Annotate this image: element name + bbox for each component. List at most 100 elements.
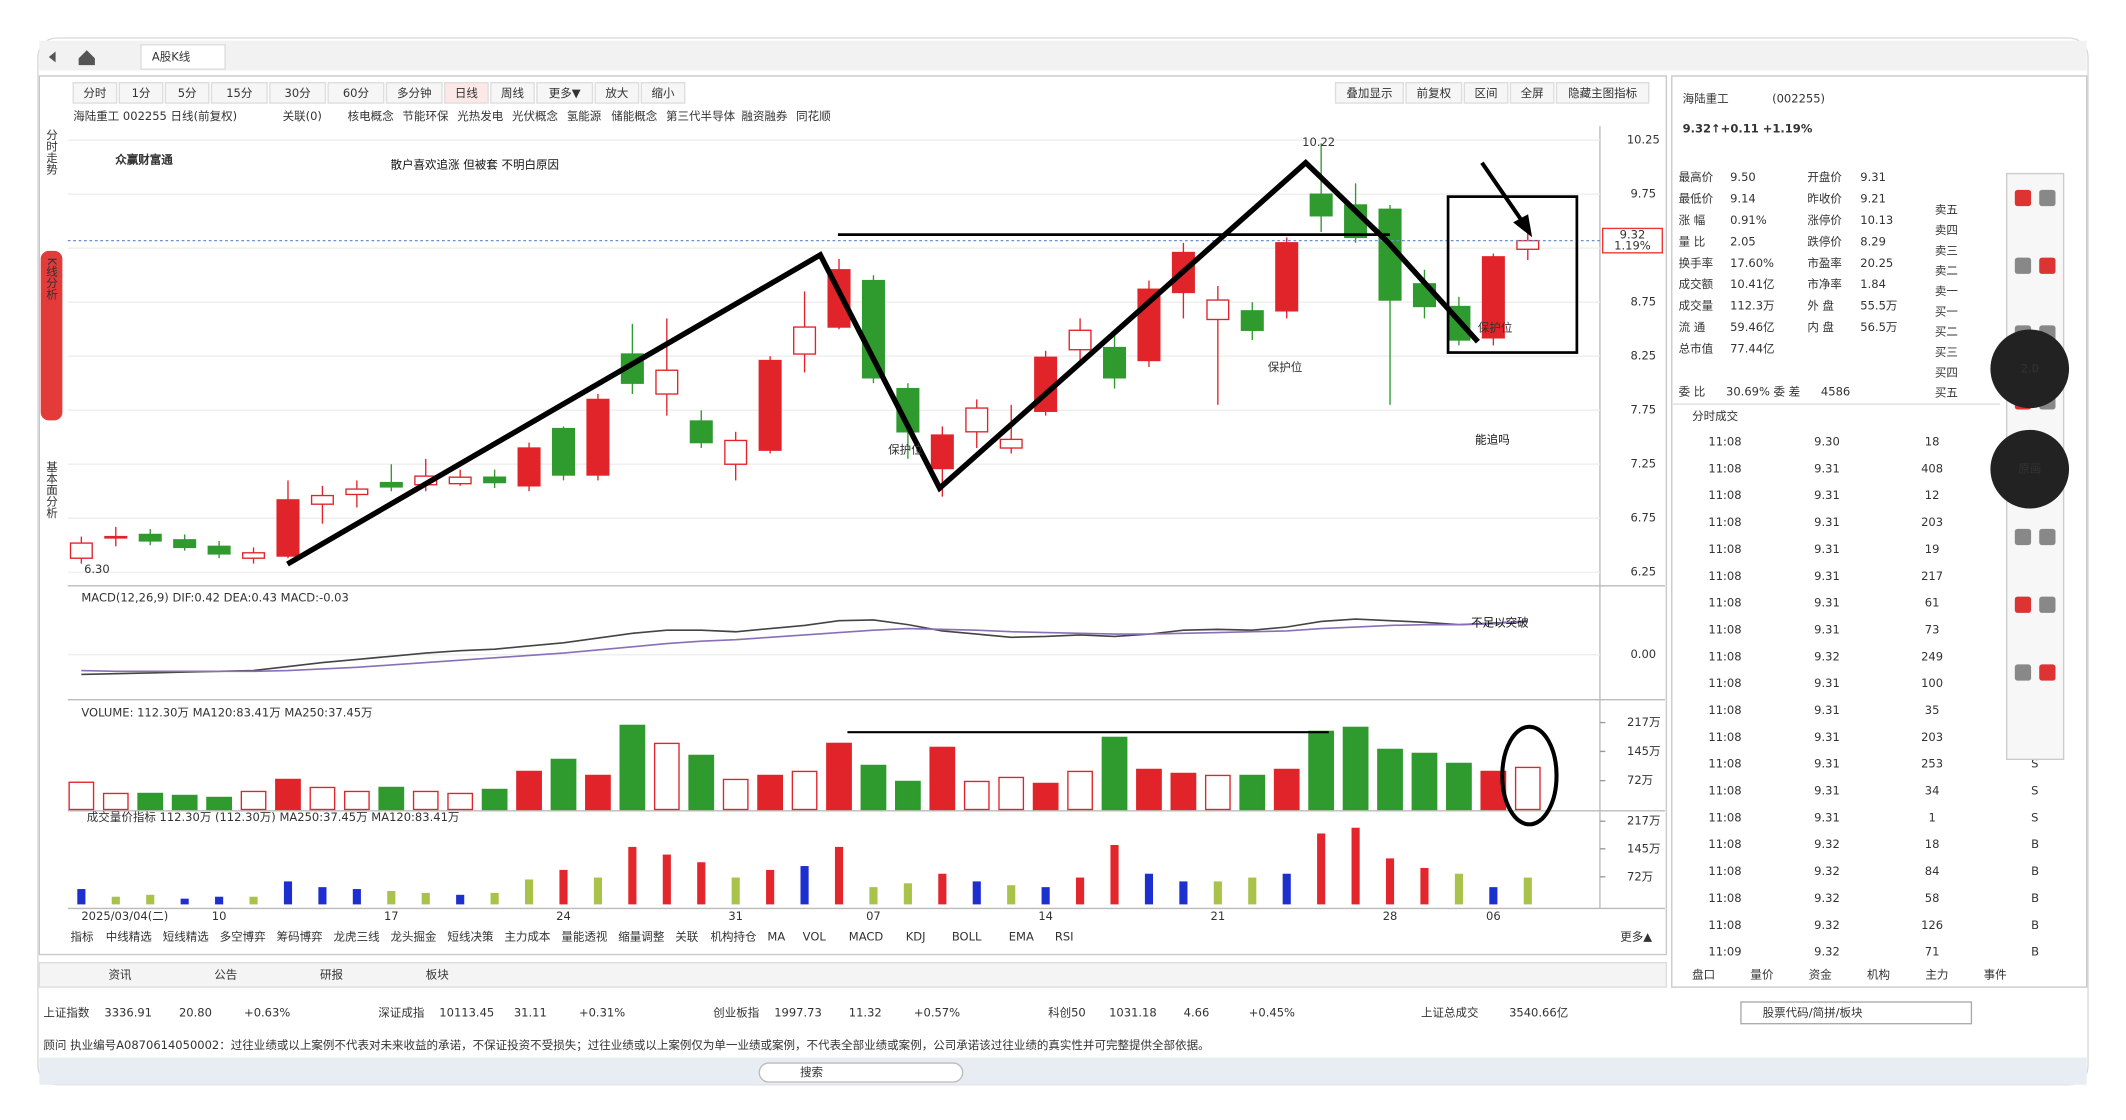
indicator-tab[interactable]: 多空博弈 [220, 929, 266, 943]
indicator-tab[interactable]: 关联 [675, 929, 699, 943]
period-label[interactable]: 60分 [343, 86, 370, 100]
tool-icon[interactable] [2014, 596, 2032, 613]
period-label[interactable]: 分时 [83, 86, 107, 100]
sidebar-tab[interactable]: 分时走势 [45, 129, 59, 175]
option-tab[interactable] [1555, 82, 1650, 104]
zigzag-drawing [286, 159, 1480, 567]
indicator-tab[interactable]: 缩量调整 [618, 929, 665, 943]
tool-icon[interactable] [2039, 664, 2056, 681]
y-tick-label: 10.25 [1627, 133, 1660, 147]
news-tab[interactable]: 资讯 [108, 967, 132, 981]
quote-tab[interactable]: 量价 [1750, 967, 1774, 981]
period-label[interactable]: 放大 [605, 86, 629, 100]
indicator-tab[interactable]: MA [767, 929, 785, 943]
period-tab[interactable] [444, 82, 489, 104]
question: 能追吗 [1475, 433, 1510, 447]
option-label[interactable]: 叠加显示 [1346, 86, 1392, 100]
tool-icon[interactable] [2014, 664, 2032, 681]
quote-tab[interactable]: 资金 [1809, 967, 1833, 981]
period-label[interactable]: 日线 [455, 86, 479, 100]
option-tab[interactable] [1463, 82, 1509, 104]
tick-volume: 253 [1921, 757, 1943, 771]
period-tab[interactable] [210, 82, 268, 104]
option-label[interactable]: 全屏 [1521, 86, 1544, 100]
indicator-tab[interactable]: RSI [1055, 929, 1074, 943]
option-label[interactable]: 前复权 [1417, 86, 1452, 100]
quote-tab[interactable]: 事件 [1984, 967, 2007, 981]
period-label[interactable]: 缩小 [652, 86, 676, 100]
tab-bg[interactable] [140, 44, 226, 70]
news-tab[interactable]: 板块 [426, 967, 450, 981]
period-tab[interactable] [118, 82, 164, 104]
period-tab[interactable] [640, 82, 686, 104]
search-box[interactable] [1740, 1001, 1973, 1025]
stat-value: 20.25 [1860, 256, 1893, 270]
indicator-tab[interactable]: VOL [803, 929, 827, 943]
tick-time: 11:08 [1708, 918, 1741, 932]
indicator-tab[interactable]: KDJ [906, 929, 926, 943]
indicator-tab[interactable]: 更多▲ [1620, 929, 1652, 943]
arrow-head [1513, 214, 1533, 238]
indicator-tab[interactable]: BOLL [952, 929, 982, 943]
period-label[interactable]: 30分 [285, 86, 312, 100]
indicator-tab[interactable]: 主力成本 [504, 929, 551, 943]
indicator-tab[interactable]: 中线精选 [106, 929, 153, 943]
overlay-button[interactable] [1990, 429, 2070, 509]
overlay-button[interactable] [1990, 329, 2070, 409]
indicator-tab[interactable]: 筹码博弈 [277, 929, 323, 943]
news-tab[interactable]: 公告 [214, 967, 237, 981]
overlay-button-label[interactable]: 原画 [2018, 462, 2041, 476]
x-tick-label: 31 [728, 909, 743, 923]
quote-tab[interactable]: 机构 [1867, 967, 1890, 981]
period-tab[interactable] [594, 82, 640, 104]
flow-bar [352, 889, 361, 905]
tool-icon[interactable] [2039, 528, 2056, 546]
taskbar-search[interactable] [758, 1062, 964, 1083]
period-tab[interactable] [385, 82, 443, 104]
indicator-tab[interactable]: 短线决策 [447, 929, 494, 943]
period-tab[interactable] [327, 82, 385, 104]
period-label[interactable]: 15分 [226, 86, 253, 100]
tool-icon[interactable] [2014, 189, 2032, 207]
volume-bar [895, 780, 921, 811]
period-tab[interactable] [269, 82, 327, 104]
period-label[interactable]: 1分 [132, 86, 151, 100]
option-tab[interactable] [1405, 82, 1463, 104]
indicator-tab[interactable]: 机构持仓 [710, 929, 757, 943]
option-label[interactable]: 区间 [1475, 86, 1498, 100]
taskbar-search-label[interactable]: 搜索 [800, 1065, 823, 1079]
index-value: 1997.73 [774, 1005, 822, 1019]
period-tab[interactable] [536, 82, 594, 104]
indicator-tab[interactable]: 量能透视 [561, 929, 608, 943]
period-tab[interactable] [490, 82, 535, 104]
indicator-tab[interactable]: 指标 [71, 929, 95, 943]
period-label[interactable]: 更多▼ [549, 86, 581, 100]
period-label[interactable]: 多分钟 [397, 86, 432, 100]
indicator-tab[interactable]: 短线精选 [163, 929, 210, 943]
period-label[interactable]: 周线 [501, 86, 525, 100]
option-tab[interactable] [1509, 82, 1555, 104]
indicator-tab[interactable]: 龙头掘金 [390, 929, 437, 943]
indicator-tab[interactable]: MACD [849, 929, 884, 943]
tool-icon[interactable] [2039, 257, 2056, 274]
option-label[interactable]: 隐藏主图指标 [1568, 86, 1638, 100]
option-tab[interactable] [1334, 82, 1405, 104]
overlay-button-label[interactable]: 2.0 [2021, 361, 2039, 375]
period-label[interactable]: 5分 [178, 86, 197, 100]
news-tab[interactable]: 研报 [320, 967, 344, 981]
tool-icon[interactable] [2039, 189, 2056, 207]
period-tab[interactable] [164, 82, 210, 104]
flow-bar [1282, 873, 1291, 905]
period-tab[interactable] [72, 82, 118, 104]
y-tick-label: 217万 [1627, 814, 1661, 828]
quote-tab[interactable]: 盘口 [1692, 967, 1715, 981]
indicator-tab[interactable]: 龙虎三线 [334, 929, 381, 943]
indicator-tab[interactable]: EMA [1009, 929, 1034, 943]
sidebar-tab[interactable]: K线分析 [45, 258, 59, 301]
tool-icon[interactable] [2014, 257, 2032, 274]
tool-icon[interactable] [2039, 596, 2056, 613]
tool-icon[interactable] [2014, 528, 2032, 546]
quote-tab[interactable]: 主力 [1925, 967, 1948, 981]
search-placeholder[interactable]: 股票代码/简拼/板块 [1763, 1005, 1863, 1019]
sidebar-tab[interactable]: 基本面分析 [45, 461, 59, 519]
